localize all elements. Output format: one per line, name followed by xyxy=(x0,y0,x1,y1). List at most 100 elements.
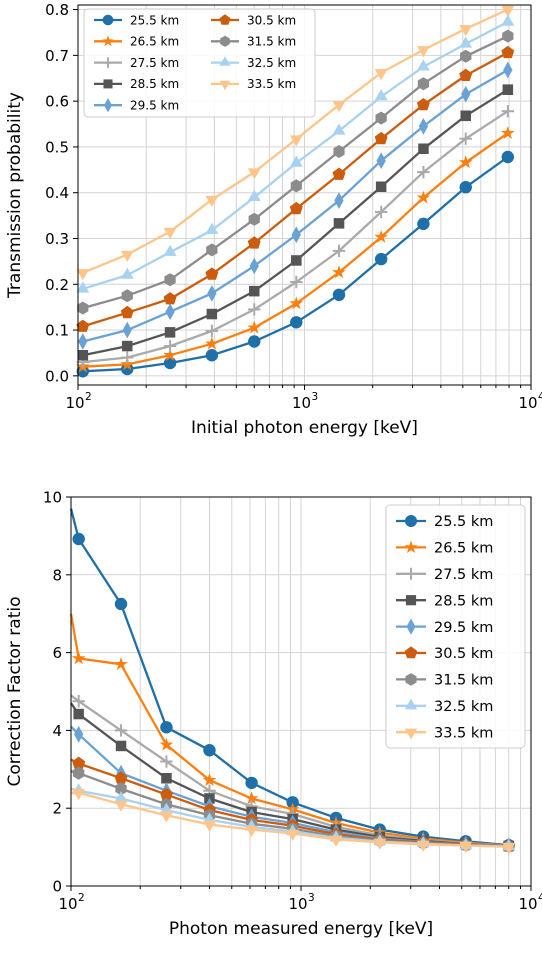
legend-item: 28.5 km xyxy=(94,77,179,91)
y-tick-label: 0.8 xyxy=(45,1,69,19)
legend-item: 32.5 km xyxy=(211,56,296,70)
series-30-5-km xyxy=(76,45,515,332)
data-point xyxy=(205,336,219,350)
data-point xyxy=(376,152,386,169)
data-point xyxy=(160,755,173,768)
y-tick-label: 0.3 xyxy=(45,230,69,248)
data-point xyxy=(245,776,258,790)
y-tick-label: 10 xyxy=(43,489,62,507)
series-line xyxy=(69,508,509,847)
legend-marker xyxy=(405,673,417,686)
data-point xyxy=(207,285,217,302)
data-point xyxy=(417,165,430,179)
data-point xyxy=(205,324,219,338)
data-point xyxy=(205,195,219,207)
data-point xyxy=(122,340,133,352)
chart1-x-axis-label: Initial photon energy [keV] xyxy=(191,418,418,438)
legend-label: 26.5 km xyxy=(434,541,493,557)
data-point xyxy=(502,843,516,855)
legend-label: 31.5 km xyxy=(247,35,296,49)
data-point xyxy=(76,319,90,332)
legend-marker xyxy=(405,595,417,606)
legend-label: 28.5 km xyxy=(130,77,179,91)
data-point xyxy=(459,841,473,853)
data-point xyxy=(332,123,346,135)
data-point xyxy=(459,68,473,81)
data-point xyxy=(122,321,132,339)
data-point xyxy=(121,289,133,303)
data-point xyxy=(332,101,346,113)
y-tick-label: 0.0 xyxy=(45,367,69,385)
data-point xyxy=(120,267,134,279)
data-point xyxy=(289,201,303,215)
x-tick-label: 10 xyxy=(518,895,537,913)
data-point xyxy=(290,316,303,329)
series-27-5-km xyxy=(76,105,515,369)
legend-item: 30.5 km xyxy=(211,13,296,27)
legend-label: 28.5 km xyxy=(434,593,493,609)
data-point xyxy=(247,168,261,180)
data-point xyxy=(115,740,127,752)
legend-label: 29.5 km xyxy=(130,99,179,113)
data-point xyxy=(374,89,388,101)
data-point xyxy=(206,308,218,320)
data-point xyxy=(417,46,430,58)
data-point xyxy=(373,838,387,850)
x-tick-label: 10 xyxy=(288,895,307,913)
data-point xyxy=(501,150,515,164)
data-point xyxy=(248,212,260,226)
y-tick-label: 0 xyxy=(52,878,62,896)
data-point xyxy=(114,657,128,670)
legend-item: 28.5 km xyxy=(396,593,493,609)
legend-box xyxy=(83,8,316,118)
data-point xyxy=(164,327,176,338)
data-point xyxy=(163,339,177,353)
data-point xyxy=(501,126,515,139)
data-point xyxy=(76,281,90,293)
data-point xyxy=(114,771,128,784)
y-tick-label: 0.5 xyxy=(45,138,69,156)
series-33-5-km xyxy=(76,5,515,281)
legend-marker xyxy=(103,79,113,89)
data-point xyxy=(291,255,302,266)
data-point xyxy=(205,222,219,234)
legend-item: 29.5 km xyxy=(94,98,179,113)
data-point xyxy=(458,155,473,169)
data-point xyxy=(77,301,89,315)
y-tick-label: 0.4 xyxy=(45,184,69,202)
y-tick-label: 6 xyxy=(52,644,62,662)
legend-marker xyxy=(404,540,418,553)
x-tick-label: 10 xyxy=(58,895,77,913)
legend-box xyxy=(385,504,526,749)
x-tick-label: 10 xyxy=(65,394,84,412)
legend-marker xyxy=(219,80,231,91)
series-32-5-km xyxy=(76,14,515,293)
legend-item: 33.5 km xyxy=(396,725,493,741)
data-point xyxy=(159,737,174,751)
data-point xyxy=(374,131,388,145)
data-point xyxy=(163,356,177,370)
data-point xyxy=(289,296,304,310)
legend-label: 30.5 km xyxy=(434,646,493,662)
legend-marker xyxy=(404,698,418,710)
data-point xyxy=(332,288,346,302)
series-25-5-km xyxy=(76,150,515,378)
legend-marker xyxy=(102,35,114,47)
data-point xyxy=(163,227,177,240)
data-point xyxy=(333,218,345,229)
data-point xyxy=(114,597,128,611)
data-point xyxy=(160,787,173,801)
data-point xyxy=(120,250,134,262)
data-point xyxy=(459,132,472,145)
data-point xyxy=(76,269,90,281)
data-point xyxy=(374,69,388,81)
data-point xyxy=(416,190,431,204)
data-point xyxy=(205,349,219,362)
data-point xyxy=(332,167,346,180)
data-point xyxy=(248,303,261,316)
x-tick-label: 10 xyxy=(292,394,311,412)
data-point xyxy=(247,189,261,201)
data-point xyxy=(459,25,473,37)
